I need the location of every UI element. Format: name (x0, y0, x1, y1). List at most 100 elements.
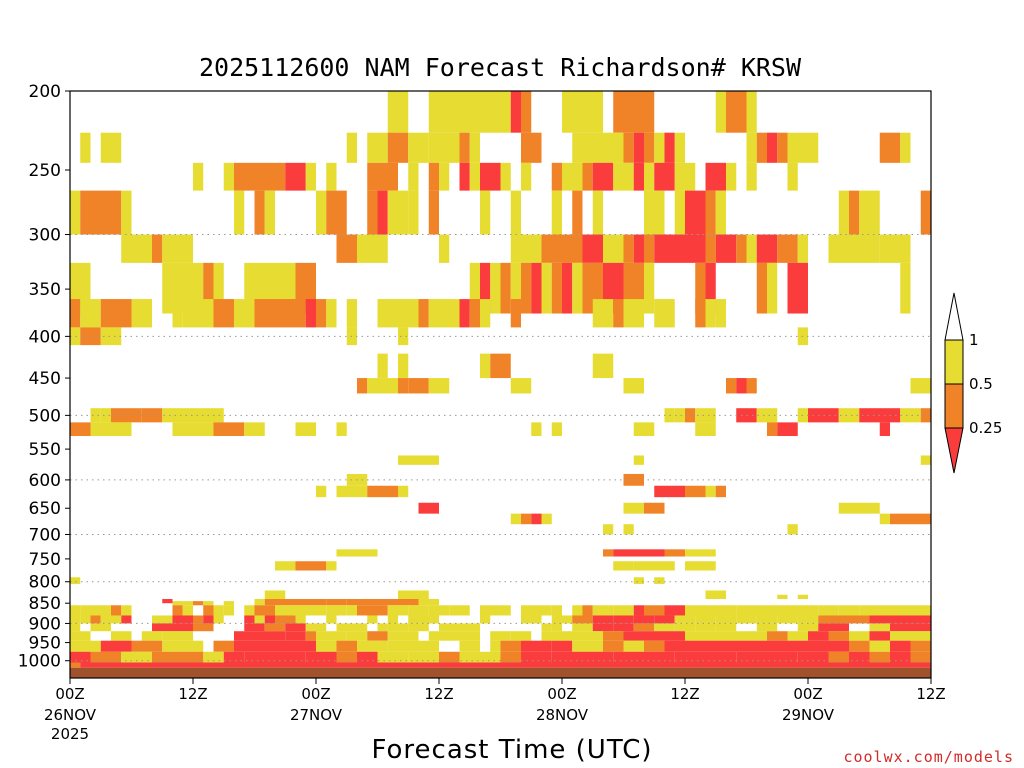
heatmap-cell (141, 408, 163, 423)
heatmap-cell (715, 299, 726, 328)
heatmap-cell (285, 162, 306, 191)
heatmap-cell (305, 651, 337, 663)
heatmap-cell (531, 262, 542, 314)
heatmap-cell (756, 132, 767, 163)
heatmap-cell (377, 623, 388, 632)
heatmap-cell (305, 162, 316, 191)
heatmap-cell (787, 524, 798, 535)
heatmap-cell (326, 615, 337, 624)
heatmap-cell (756, 234, 778, 263)
heatmap-cell (490, 631, 511, 641)
heatmap-cell (603, 549, 614, 557)
heatmap-cell (633, 561, 675, 571)
heatmap-cell (223, 601, 234, 606)
heatmap-cell (111, 422, 132, 436)
heatmap-cell (70, 577, 81, 584)
heatmap-cell (459, 91, 511, 133)
heatmap-cell (203, 651, 224, 663)
heatmap-cell (346, 631, 368, 641)
heatmap-cell (685, 561, 716, 571)
heatmap-cell (705, 651, 737, 663)
heatmap-cell (654, 485, 685, 498)
heatmap-cell (654, 299, 675, 328)
heatmap-cell (869, 502, 880, 514)
heatmap-cell (736, 651, 767, 663)
heatmap-cell (808, 640, 829, 652)
heatmap-cell (808, 631, 829, 641)
heatmap-cell (264, 623, 286, 632)
heatmap-cell (910, 623, 931, 632)
heatmap-cell (623, 502, 644, 514)
heatmap-cell (551, 615, 573, 624)
heatmap-cell (633, 623, 655, 632)
heatmap-cell (859, 605, 890, 616)
heatmap-cell (172, 623, 193, 632)
heatmap-cell (90, 651, 122, 663)
heatmap-cell (398, 378, 409, 394)
heatmap-cell (828, 234, 880, 263)
heatmap-cell (305, 623, 327, 632)
heatmap-cell (705, 485, 716, 498)
heatmap-cell (633, 422, 655, 436)
heatmap-cell (541, 234, 562, 263)
heatmap-cell (336, 485, 368, 498)
heatmap-cell (890, 640, 911, 652)
heatmap-cell (459, 132, 470, 163)
heatmap-cell (756, 408, 767, 423)
heatmap-cell (572, 605, 583, 616)
heatmap-cell (828, 651, 849, 663)
heatmap-cell (603, 631, 624, 641)
heatmap-cell (541, 631, 562, 641)
heatmap-cell (357, 640, 388, 652)
heatmap-cell (459, 162, 470, 191)
x-tick-time: 12Z (670, 685, 699, 703)
heatmap-cell (254, 640, 296, 652)
heatmap-cell (408, 378, 429, 394)
heatmap-cell (838, 408, 860, 423)
ground-band (70, 667, 931, 678)
heatmap-cell (838, 605, 860, 616)
heatmap-cell (500, 162, 511, 191)
heatmap-cell (879, 513, 890, 525)
y-tick-label: 950 (29, 634, 61, 654)
heatmap-cell (244, 651, 275, 663)
heatmap-cell (582, 631, 603, 641)
heatmap-cell (275, 615, 296, 624)
heatmap-cell (305, 299, 316, 328)
heatmap-cell (818, 605, 839, 616)
heatmap-cell (828, 631, 849, 641)
heatmap-cell (70, 631, 91, 641)
heatmap-cell (469, 162, 480, 191)
y-tick-label: 450 (29, 369, 61, 389)
heatmap-cell (705, 590, 726, 600)
heatmap-cell (213, 422, 245, 436)
y-tick-label: 600 (29, 471, 61, 491)
gridlines (70, 234, 931, 662)
legend-swatch-above (944, 292, 964, 341)
heatmap-cell (695, 615, 716, 624)
heatmap-cell (490, 262, 501, 314)
heatmap-cell (746, 631, 767, 641)
heatmap-cell (623, 299, 644, 328)
heatmap-cell (654, 132, 665, 163)
heatmap-cell (613, 549, 665, 557)
heatmap-cell (797, 623, 819, 632)
heatmap-cell (685, 605, 726, 616)
heatmap-cell (459, 640, 480, 652)
heatmap-cell (316, 299, 327, 328)
heatmap-cell (736, 605, 747, 616)
heatmap-cell (510, 513, 521, 525)
legend-swatch (944, 383, 964, 429)
heatmap-cell (551, 422, 562, 436)
heatmap-cell (418, 299, 429, 328)
heatmap-cell (316, 640, 337, 652)
heatmap-cell (623, 378, 644, 394)
heatmap-cell (623, 631, 644, 641)
heatmap-cell (541, 513, 552, 525)
heatmap-cell (70, 605, 81, 616)
heatmap-cell (777, 615, 798, 624)
heatmap-cell (80, 299, 91, 328)
heatmap-cell (920, 408, 931, 423)
heatmap-cell (254, 599, 265, 606)
y-tick-label: 550 (29, 440, 61, 460)
